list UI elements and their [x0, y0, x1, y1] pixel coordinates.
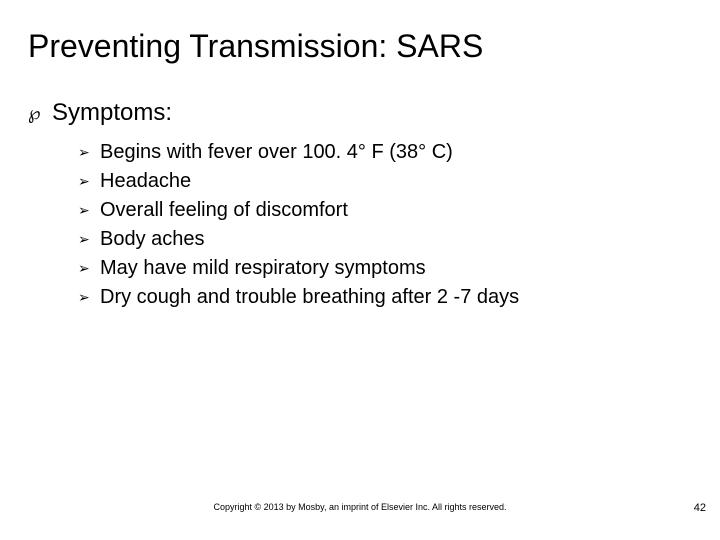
arrow-icon: ➢ — [78, 197, 100, 223]
bullet-level1: ℘ Symptoms: — [28, 99, 700, 127]
list-item: ➢ May have mild respiratory symptoms — [78, 255, 700, 281]
list-item-text: Dry cough and trouble breathing after 2 … — [100, 284, 519, 310]
arrow-icon: ➢ — [78, 255, 100, 281]
copyright-footer: Copyright © 2013 by Mosby, an imprint of… — [0, 502, 720, 512]
script-bullet-icon: ℘ — [28, 99, 52, 127]
list-item: ➢ Dry cough and trouble breathing after … — [78, 284, 700, 310]
symptom-list: ➢ Begins with fever over 100. 4° F (38° … — [78, 139, 700, 310]
list-item: ➢ Begins with fever over 100. 4° F (38° … — [78, 139, 700, 165]
section-heading: Symptoms: — [52, 99, 172, 127]
list-item-text: Overall feeling of discomfort — [100, 197, 348, 223]
list-item: ➢ Overall feeling of discomfort — [78, 197, 700, 223]
page-number: 42 — [694, 502, 706, 514]
list-item-text: May have mild respiratory symptoms — [100, 255, 426, 281]
slide-title: Preventing Transmission: SARS — [28, 28, 700, 65]
list-item: ➢ Headache — [78, 168, 700, 194]
list-item-text: Headache — [100, 168, 191, 194]
arrow-icon: ➢ — [78, 168, 100, 194]
slide: Preventing Transmission: SARS ℘ Symptoms… — [0, 0, 720, 540]
list-item-text: Body aches — [100, 226, 205, 252]
list-item-text: Begins with fever over 100. 4° F (38° C) — [100, 139, 453, 165]
arrow-icon: ➢ — [78, 226, 100, 252]
list-item: ➢ Body aches — [78, 226, 700, 252]
arrow-icon: ➢ — [78, 139, 100, 165]
arrow-icon: ➢ — [78, 284, 100, 310]
